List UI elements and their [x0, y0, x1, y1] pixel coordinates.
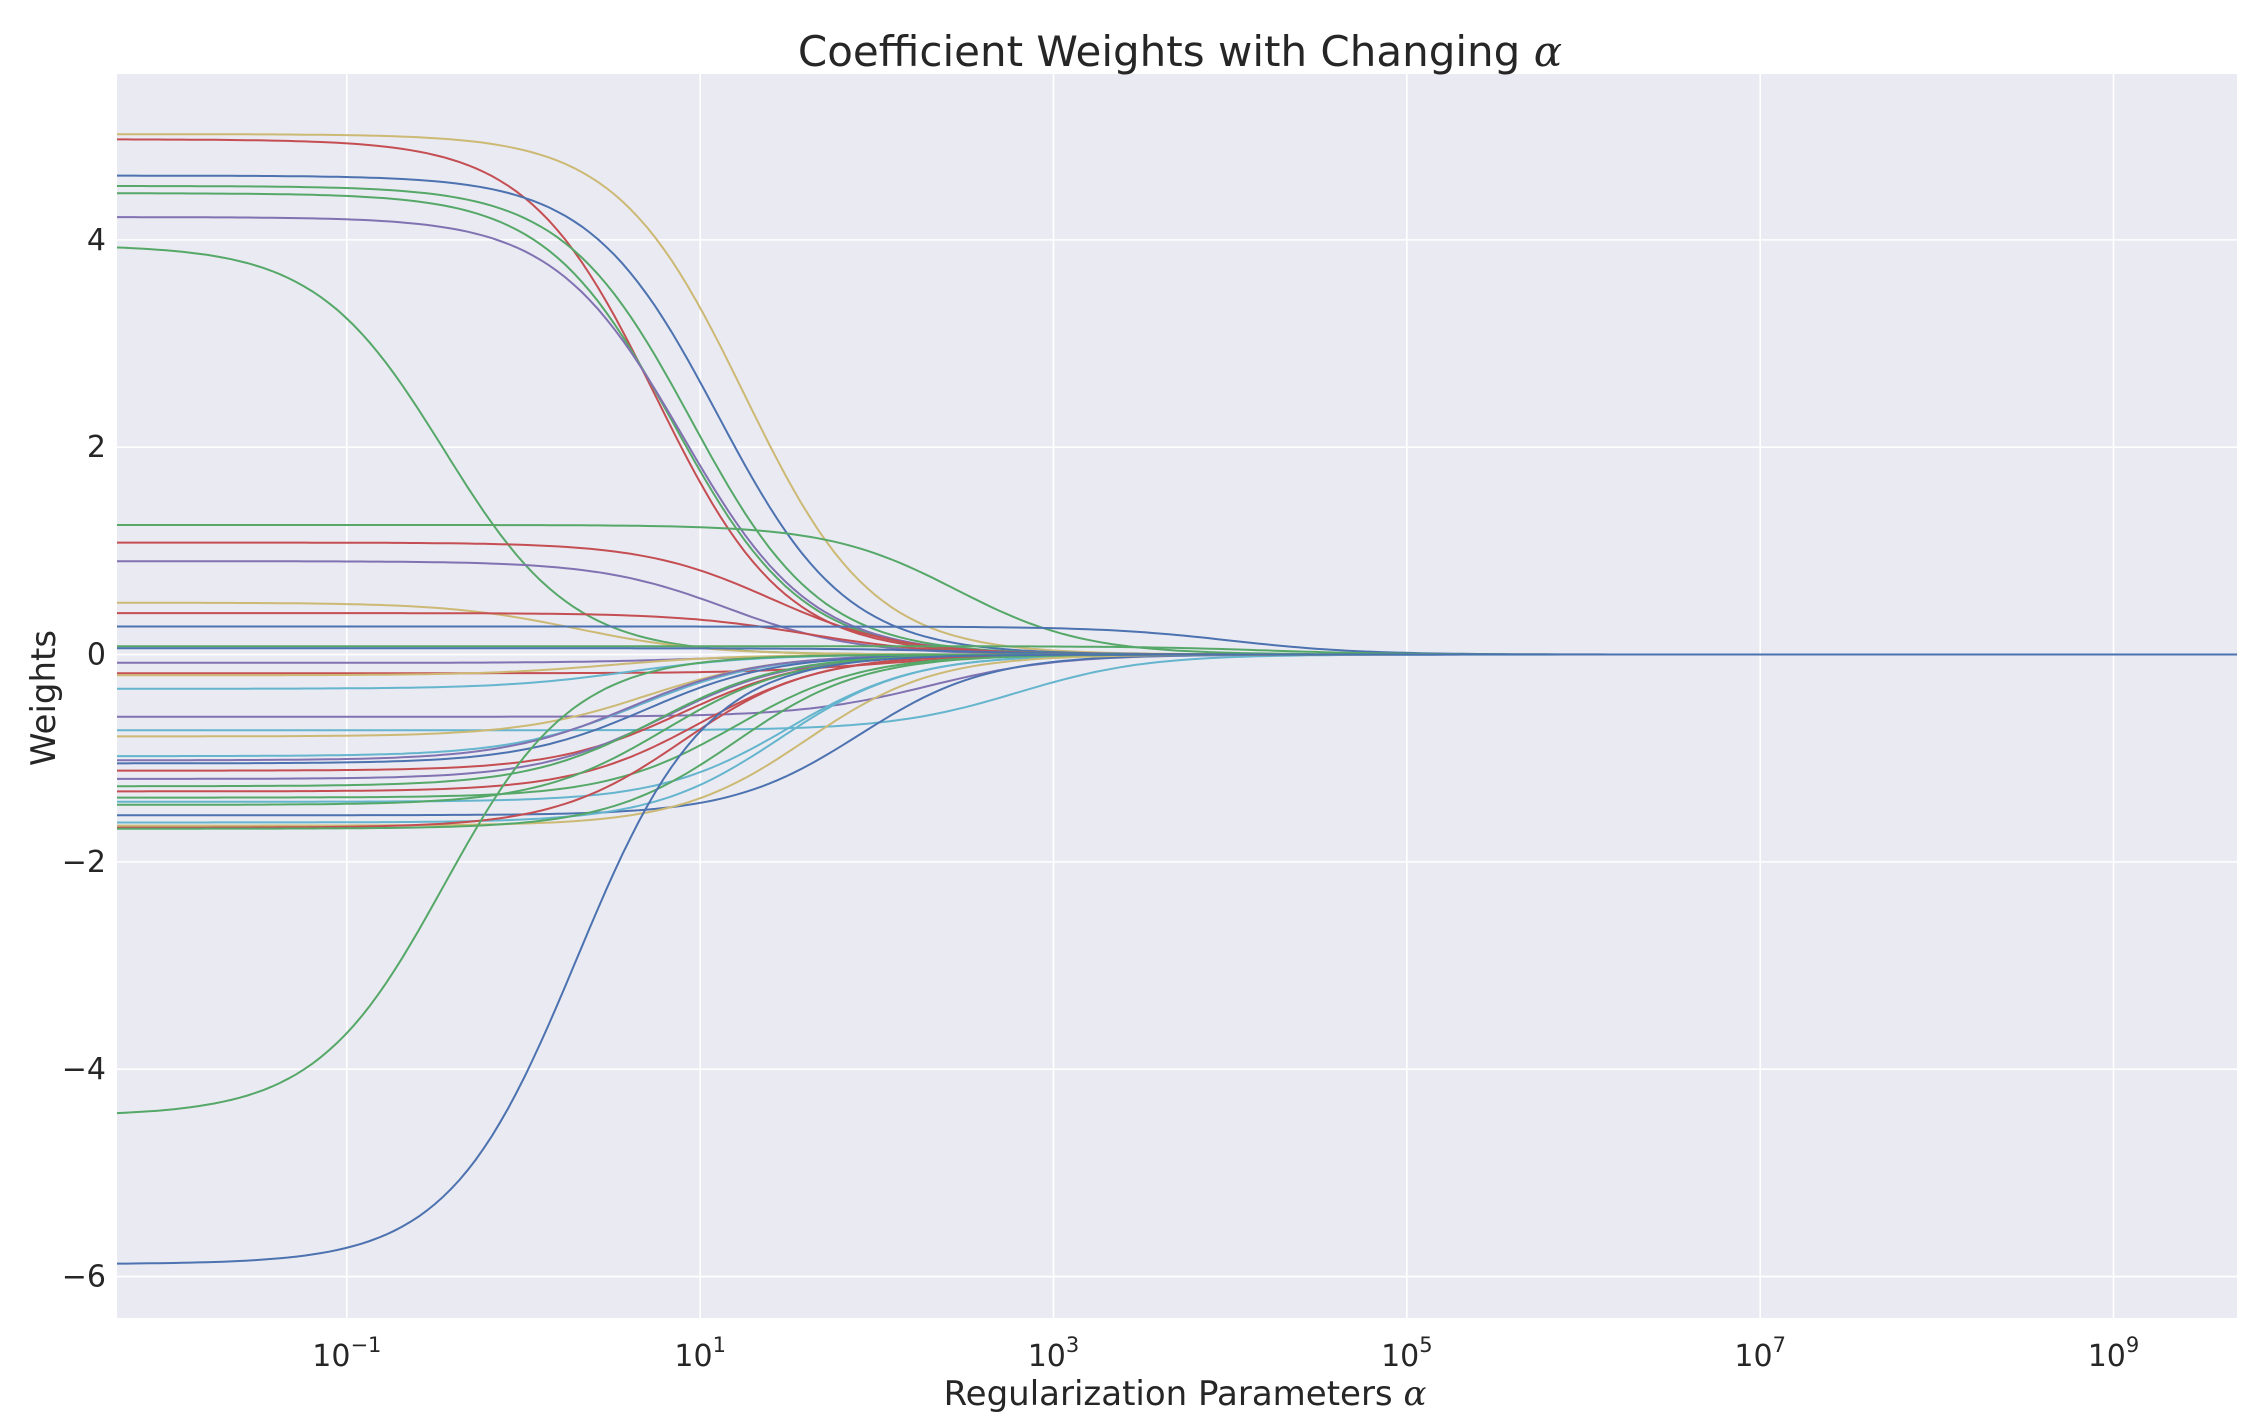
- x-tick-base: 10: [674, 1339, 712, 1374]
- x-axis-label-text: Regularization Parameters: [944, 1374, 1393, 1414]
- x-tick-exponent: 7: [1773, 1333, 1786, 1357]
- x-axis-label-symbol: α: [1403, 1374, 1426, 1414]
- x-tick-label: 10−1: [312, 1333, 381, 1374]
- y-axis-ticks: 4 2 0 −2 −4 −6: [62, 223, 106, 1295]
- series-line-38: [117, 653, 2237, 1265]
- chart-title-text: Coefficient Weights with Changing: [798, 27, 1520, 76]
- series-lines: [116, 133, 2237, 1265]
- y-tick-label: −4: [62, 1052, 106, 1087]
- x-tick-base: 10: [1734, 1339, 1772, 1374]
- y-tick-label: 2: [87, 430, 106, 465]
- chart-title: Coefficient Weights with Changing α: [798, 27, 1562, 76]
- x-axis-ticks: 10−1 101 103 105 107 109: [312, 1333, 2139, 1374]
- x-tick-base: 10: [2088, 1339, 2126, 1374]
- y-tick-label: 4: [87, 223, 106, 258]
- chart-title-symbol: α: [1534, 27, 1562, 76]
- y-axis-label: Weights: [24, 630, 64, 766]
- x-tick-exponent: 5: [1419, 1333, 1432, 1357]
- x-tick-exponent: 1: [713, 1333, 726, 1357]
- x-tick-exponent: 3: [1066, 1333, 1079, 1357]
- x-axis-label: Regularization Parameters α: [944, 1374, 1427, 1414]
- plot-area: [117, 74, 2237, 1318]
- x-tick-exponent: −1: [350, 1333, 381, 1357]
- x-tick-label: 107: [1734, 1333, 1786, 1374]
- x-tick-label: 103: [1028, 1333, 1080, 1374]
- y-tick-label: 0: [87, 638, 106, 673]
- x-tick-base: 10: [1028, 1339, 1066, 1374]
- y-tick-label: −2: [62, 845, 106, 880]
- x-tick-label: 105: [1381, 1333, 1433, 1374]
- x-tick-base: 10: [1381, 1339, 1419, 1374]
- x-tick-base: 10: [312, 1339, 350, 1374]
- x-tick-label: 109: [2088, 1333, 2140, 1374]
- x-tick-exponent: 9: [2126, 1333, 2139, 1357]
- x-tick-label: 101: [674, 1333, 726, 1374]
- y-tick-label: −6: [62, 1260, 106, 1295]
